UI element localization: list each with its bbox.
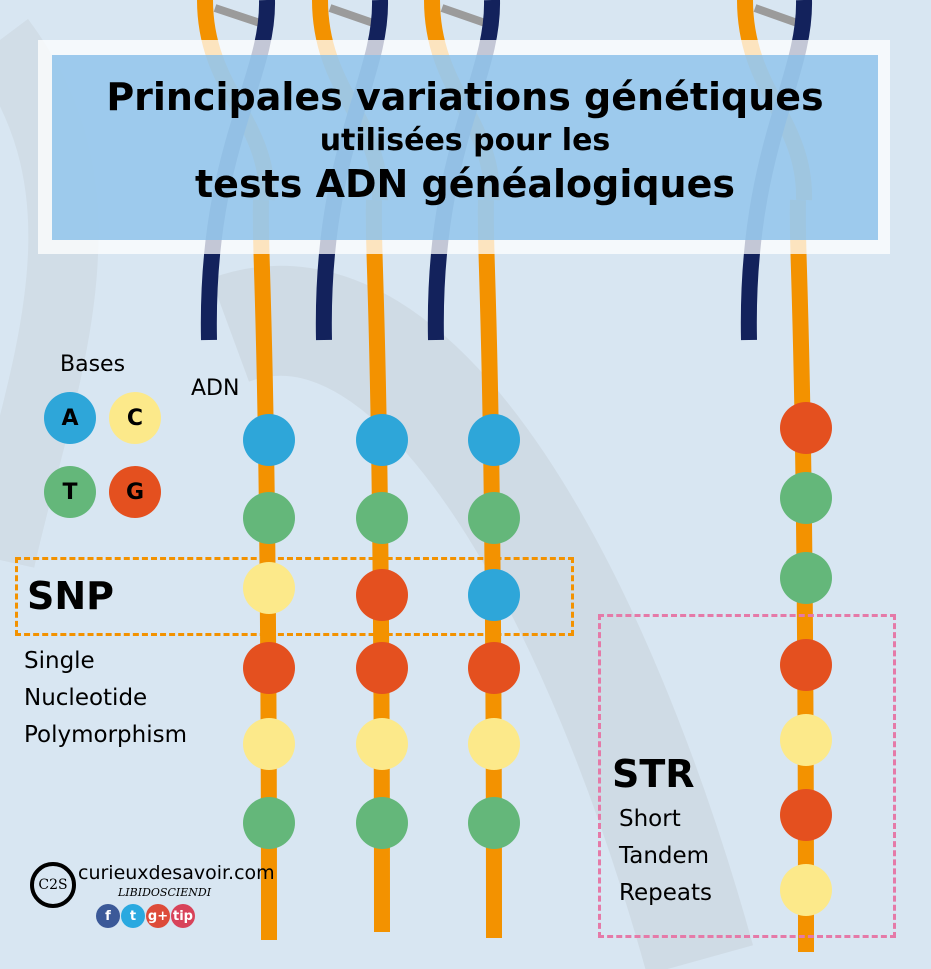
- legend-letter: A: [61, 405, 79, 431]
- title-panel: Principales variations génétiques utilis…: [52, 55, 878, 240]
- base-a-dot: [356, 414, 408, 466]
- base-t-dot: [468, 492, 520, 544]
- base-t-dot: [356, 797, 408, 849]
- base-g-dot: [243, 642, 295, 694]
- base-c-dot: [780, 864, 832, 916]
- str-line: Short: [619, 806, 681, 832]
- base-t-dot: [243, 797, 295, 849]
- str-line: Tandem: [619, 843, 710, 869]
- tip-icon[interactable]: tip: [171, 904, 195, 928]
- site-name[interactable]: curieuxdesavoir.com: [78, 862, 275, 884]
- str-line: Repeats: [619, 880, 712, 906]
- logo-text: C2S: [38, 877, 68, 893]
- base-c-dot: [356, 718, 408, 770]
- legend-letter: C: [126, 405, 144, 431]
- base-t-dot: [243, 492, 295, 544]
- base-pair-rung: [753, 4, 802, 28]
- c2s-logo-icon: C2S: [30, 862, 76, 908]
- str-highlight-box: [598, 614, 896, 938]
- title-line-2: utilisées pour les: [319, 123, 611, 158]
- base-c-dot: [243, 562, 295, 614]
- base-g-dot: [356, 569, 408, 621]
- legend-base-g: G: [109, 466, 161, 518]
- dna-label: ADN: [191, 376, 240, 401]
- base-c-dot: [780, 714, 832, 766]
- snp-line: Nucleotide: [24, 685, 148, 711]
- legend-base-a: A: [44, 392, 96, 444]
- legend-letter: T: [62, 479, 78, 505]
- base-a-dot: [243, 414, 295, 466]
- tagline: LIBIDOSCIENDI: [118, 886, 212, 899]
- base-a-dot: [468, 414, 520, 466]
- twitter-icon[interactable]: t: [121, 904, 145, 928]
- base-t-dot: [780, 472, 832, 524]
- base-pair-rung: [440, 4, 490, 28]
- social-links: f t g+ tip: [96, 904, 196, 928]
- snp-label: SNP: [27, 574, 115, 618]
- base-t-dot: [356, 492, 408, 544]
- title-line-3: tests ADN généalogiques: [195, 162, 735, 206]
- legend-title: Bases: [60, 352, 126, 377]
- base-t-dot: [780, 552, 832, 604]
- base-g-dot: [356, 642, 408, 694]
- snp-line: Single: [24, 648, 95, 674]
- base-g-dot: [468, 642, 520, 694]
- facebook-icon[interactable]: f: [96, 904, 120, 928]
- base-g-dot: [780, 639, 832, 691]
- str-description: Short Tandem Repeats: [619, 801, 712, 912]
- legend-base-t: T: [44, 466, 96, 518]
- base-pair-rung: [328, 4, 378, 28]
- google-plus-icon[interactable]: g+: [146, 904, 170, 928]
- base-t-dot: [468, 797, 520, 849]
- base-c-dot: [243, 718, 295, 770]
- legend-base-c: C: [109, 392, 161, 444]
- title-line-1: Principales variations génétiques: [106, 75, 824, 119]
- base-pair-rung: [213, 4, 265, 28]
- snp-description: Single Nucleotide Polymorphism: [24, 643, 187, 754]
- legend-letter: G: [125, 479, 145, 505]
- str-label: STR: [612, 752, 695, 796]
- snp-highlight-box: [15, 557, 574, 636]
- base-g-dot: [780, 789, 832, 841]
- snp-line: Polymorphism: [24, 722, 188, 748]
- base-a-dot: [468, 569, 520, 621]
- base-c-dot: [468, 718, 520, 770]
- base-g-dot: [780, 402, 832, 454]
